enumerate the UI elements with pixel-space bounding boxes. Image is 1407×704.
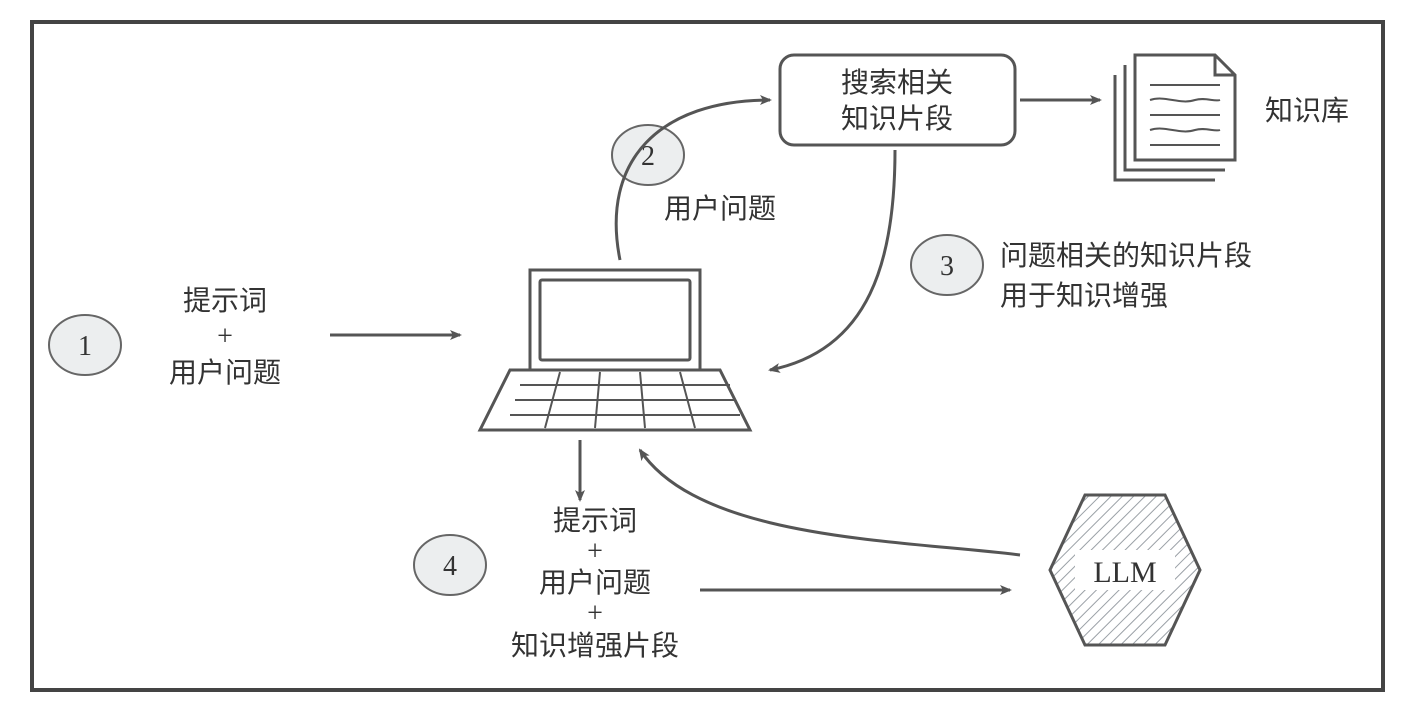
step-badge-2: 2 — [612, 125, 684, 185]
svg-text:提示词: 提示词 — [183, 285, 267, 317]
svg-text:搜索相关: 搜索相关 — [841, 67, 953, 99]
step4-text: 提示词 + 用户问题 + 知识增强片段 — [511, 505, 679, 662]
svg-text:提示词: 提示词 — [553, 505, 637, 537]
search-box: 搜索相关 知识片段 — [780, 55, 1015, 145]
step1-text: 提示词 + 用户问题 — [169, 285, 281, 389]
step-badge-4: 4 — [414, 535, 486, 595]
step2-label: 用户问题 — [664, 193, 776, 225]
step-num: 4 — [443, 551, 457, 582]
step3-text: 问题相关的知识片段 用于知识增强 — [1000, 240, 1252, 312]
llm-label: LLM — [1093, 556, 1156, 589]
step-badge-1: 1 — [49, 315, 121, 375]
svg-text:+: + — [217, 321, 233, 352]
arrow-search-laptop — [770, 150, 895, 370]
diagram-svg: 1 2 3 4 提示词 + 用户问题 — [0, 0, 1407, 704]
kb-label: 知识库 — [1265, 95, 1349, 127]
svg-text:知识增强片段: 知识增强片段 — [511, 630, 679, 662]
step-num: 1 — [78, 331, 92, 362]
kb-icon — [1115, 55, 1235, 180]
svg-text:用于知识增强: 用于知识增强 — [1000, 280, 1168, 312]
svg-text:+: + — [587, 598, 603, 629]
step-num: 3 — [940, 251, 954, 282]
svg-text:用户问题: 用户问题 — [539, 567, 651, 599]
diagram-container: 1 2 3 4 提示词 + 用户问题 — [0, 0, 1407, 704]
svg-text:问题相关的知识片段: 问题相关的知识片段 — [1000, 240, 1252, 272]
laptop-icon — [480, 270, 750, 430]
svg-text:用户问题: 用户问题 — [169, 357, 281, 389]
llm-hex: LLM — [1050, 495, 1200, 645]
arrow-llm-laptop — [640, 450, 1020, 555]
svg-text:+: + — [587, 536, 603, 567]
svg-text:知识片段: 知识片段 — [841, 103, 953, 135]
step-badge-3: 3 — [911, 235, 983, 295]
